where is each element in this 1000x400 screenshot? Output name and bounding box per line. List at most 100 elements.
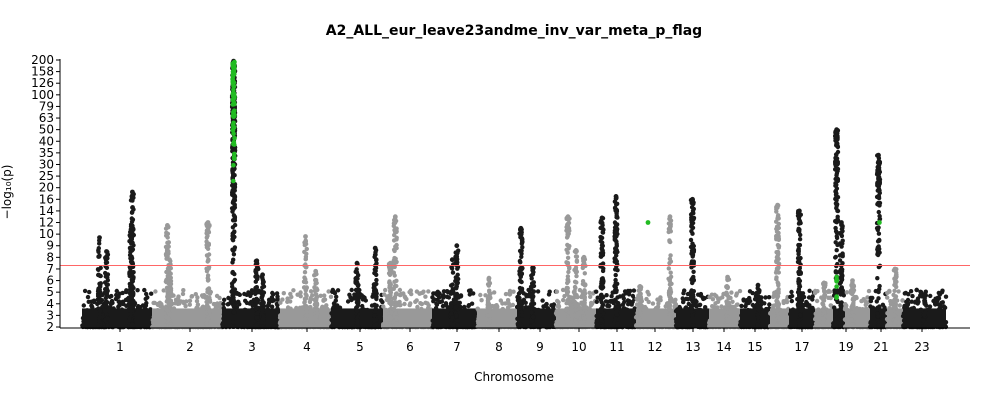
lead-snp-point bbox=[392, 214, 398, 220]
snp-point bbox=[231, 252, 237, 257]
snp-point bbox=[613, 246, 618, 251]
snp-point bbox=[303, 291, 308, 297]
snp-point bbox=[230, 284, 235, 289]
snp-point bbox=[129, 294, 134, 299]
snp-point bbox=[531, 322, 537, 327]
snp-point bbox=[204, 245, 210, 250]
snp-point bbox=[205, 302, 210, 308]
snp-point bbox=[621, 293, 626, 298]
snp-point bbox=[166, 295, 172, 301]
snp-point bbox=[426, 289, 431, 294]
snp-point bbox=[666, 266, 671, 271]
snp-point bbox=[212, 302, 217, 307]
snp-point bbox=[255, 267, 260, 272]
snp-point bbox=[565, 274, 571, 279]
snp-point bbox=[599, 299, 604, 305]
flagged-snp-point bbox=[231, 163, 236, 168]
snp-point bbox=[230, 269, 235, 275]
snp-point bbox=[419, 301, 424, 307]
snp-point bbox=[471, 291, 476, 296]
snp-point bbox=[567, 228, 572, 233]
snp-point bbox=[598, 254, 603, 259]
snp-point bbox=[97, 315, 103, 320]
snp-point bbox=[397, 287, 403, 293]
snp-point bbox=[142, 287, 147, 293]
snp-point bbox=[104, 304, 110, 309]
snp-point bbox=[181, 288, 186, 293]
snp-point bbox=[363, 298, 368, 303]
flagged-snp-point bbox=[231, 178, 236, 184]
snp-point bbox=[613, 221, 618, 227]
snp-point bbox=[97, 241, 102, 246]
snp-point bbox=[599, 318, 604, 323]
flagged-snp-point bbox=[232, 101, 237, 107]
snp-point bbox=[230, 192, 235, 197]
snp-point bbox=[486, 298, 491, 303]
snp-point bbox=[274, 301, 280, 307]
snp-point bbox=[259, 302, 265, 307]
snp-point bbox=[129, 299, 134, 305]
snp-point bbox=[517, 304, 523, 309]
snp-point bbox=[95, 322, 101, 327]
snp-point bbox=[207, 309, 212, 314]
snp-point bbox=[314, 310, 320, 315]
snp-point bbox=[519, 323, 524, 328]
snp-point bbox=[455, 324, 460, 330]
snp-density-band bbox=[82, 308, 152, 328]
snp-point bbox=[599, 235, 604, 240]
snp-point bbox=[392, 248, 397, 254]
snp-point bbox=[402, 301, 407, 307]
snp-point bbox=[541, 304, 546, 309]
snp-point bbox=[128, 222, 134, 227]
snp-density-band bbox=[222, 308, 280, 328]
snp-point bbox=[254, 285, 259, 290]
snp-point bbox=[613, 280, 618, 286]
snp-point bbox=[371, 317, 376, 322]
snp-point bbox=[551, 302, 557, 307]
snp-point bbox=[187, 298, 193, 303]
snp-point bbox=[104, 265, 110, 270]
snp-point bbox=[205, 273, 211, 278]
snp-point bbox=[95, 267, 101, 272]
lead-snp-point bbox=[372, 245, 378, 251]
snp-point bbox=[580, 265, 585, 271]
snp-point bbox=[355, 303, 360, 309]
snp-point bbox=[354, 308, 360, 314]
snp-point bbox=[565, 255, 571, 260]
snp-point bbox=[259, 289, 264, 294]
snp-point bbox=[456, 276, 461, 282]
snp-point bbox=[97, 298, 103, 303]
snp-point bbox=[564, 318, 569, 324]
snp-point bbox=[313, 281, 318, 286]
snp-point bbox=[441, 293, 446, 298]
snp-point bbox=[130, 290, 136, 295]
snp-point bbox=[85, 294, 91, 300]
snp-point bbox=[613, 299, 619, 304]
snp-point bbox=[261, 314, 266, 319]
flagged-snp-point bbox=[230, 77, 236, 83]
snp-point bbox=[260, 308, 265, 313]
snp-point bbox=[96, 286, 102, 291]
snp-point bbox=[600, 294, 606, 300]
snp-point bbox=[151, 300, 156, 306]
snp-point bbox=[492, 303, 498, 309]
snp-point bbox=[105, 316, 111, 321]
snp-point bbox=[582, 316, 587, 321]
snp-point bbox=[232, 291, 238, 296]
snp-point bbox=[230, 168, 235, 173]
lead-snp-point bbox=[454, 243, 460, 249]
snp-point bbox=[116, 304, 121, 309]
snp-point bbox=[582, 271, 587, 276]
snp-point bbox=[650, 301, 656, 306]
snp-point bbox=[580, 324, 585, 330]
snp-point bbox=[613, 208, 618, 213]
snp-point bbox=[503, 291, 509, 297]
snp-point bbox=[232, 188, 237, 193]
snp-point bbox=[303, 239, 308, 244]
snp-point bbox=[373, 309, 378, 314]
snp-point bbox=[130, 241, 135, 246]
snp-point bbox=[312, 297, 317, 302]
snp-point bbox=[535, 289, 541, 294]
snp-point bbox=[556, 304, 562, 309]
